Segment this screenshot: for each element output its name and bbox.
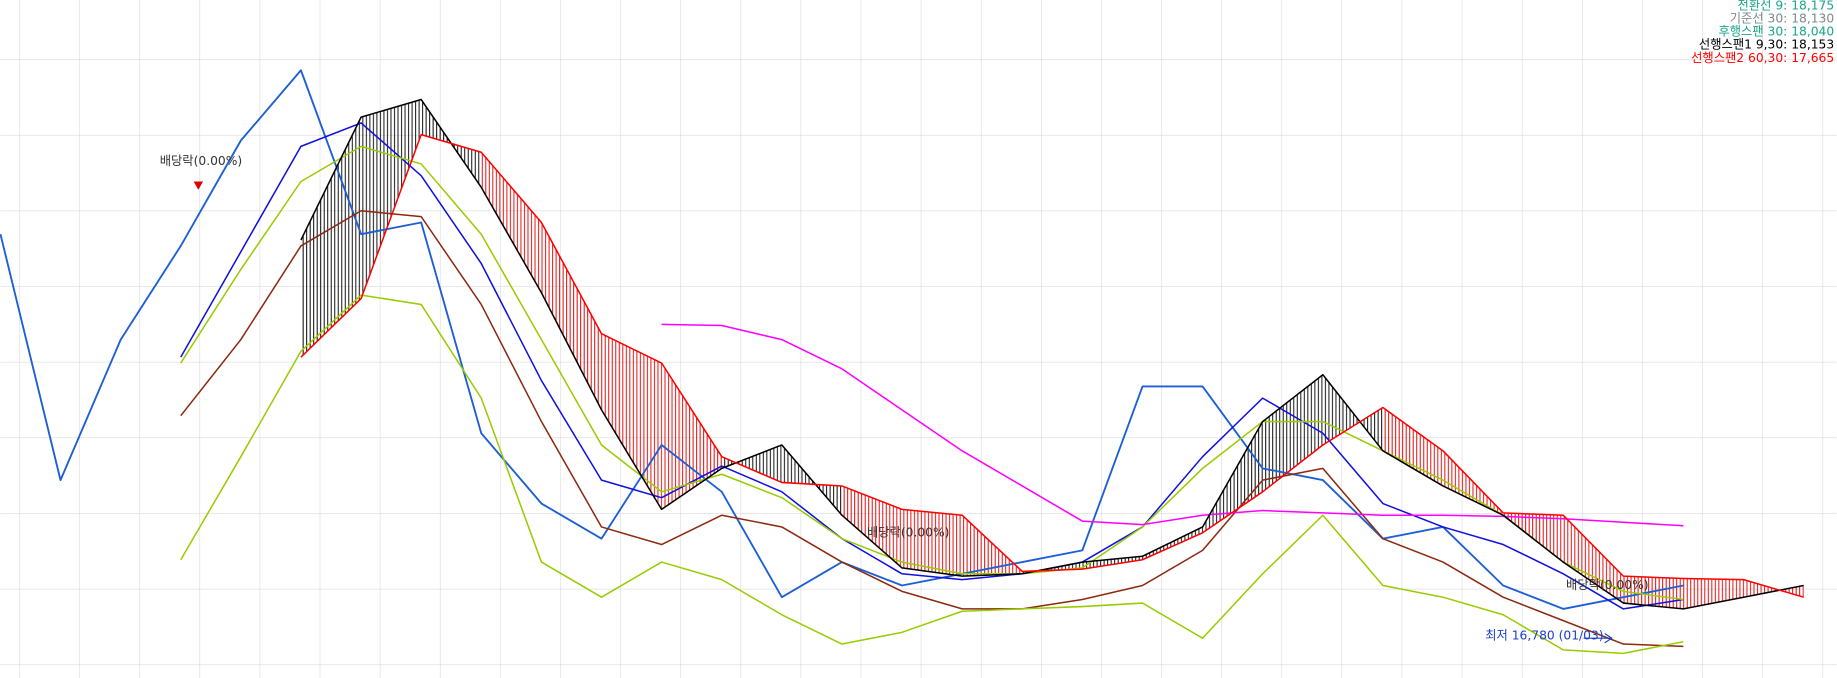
cloud-fill [1142, 526, 1203, 560]
annotations: 배당락(0.00%) 배당락(0.00%) 배당락(0.00%) 최저 16,780 … [160, 154, 1649, 644]
cloud-fill [962, 515, 1023, 577]
annotation: 최저 16,780 (01/03) [1485, 628, 1603, 642]
annotation: 배당락(0.00%) [1566, 578, 1648, 592]
dividend-marker [193, 181, 204, 190]
low-arrow [1583, 633, 1613, 644]
cloud-fill [1563, 515, 1624, 604]
cloud-fill [1623, 576, 1684, 609]
series-line [300, 98, 1804, 610]
legend-entry: 후행스팬 30: 18,040 [1718, 24, 1834, 39]
cloud-fill [361, 99, 422, 299]
annotation: 배당락(0.00%) [867, 525, 950, 539]
cloud-fill [1683, 578, 1744, 609]
series-line [180, 294, 1684, 655]
series-line [180, 210, 1684, 648]
legend-entry: 전환선 9: 18,175 [1738, 0, 1835, 12]
cloud-fill [841, 485, 903, 568]
cloud-fill [1382, 407, 1444, 486]
series-line [300, 133, 1804, 598]
annotation: 배당락(0.00%) [160, 154, 243, 168]
series-line [180, 122, 1684, 610]
ichimoku-cloud [300, 99, 1804, 609]
cloud-fill [902, 509, 963, 577]
series-line [661, 323, 1684, 527]
cloud-fill [541, 222, 602, 410]
cloud-fill [1262, 374, 1323, 492]
cloud-fill [1022, 562, 1083, 574]
legend-entry: 기준선 30: 18,130 [1730, 11, 1834, 25]
series-line [180, 145, 1684, 601]
legend-entry: 선행스팬1 9,30: 18,153 [1699, 37, 1834, 52]
cloud-fill [1082, 556, 1143, 570]
legend-entry: 선행스팬2 60,30: 17,665 [1691, 50, 1834, 65]
cloud-fill [721, 444, 782, 483]
cloud-fill [300, 117, 362, 358]
lines [0, 69, 1804, 655]
cloud-fill [661, 363, 722, 510]
cloud-fill [601, 333, 662, 510]
cloud-fill [481, 152, 542, 293]
